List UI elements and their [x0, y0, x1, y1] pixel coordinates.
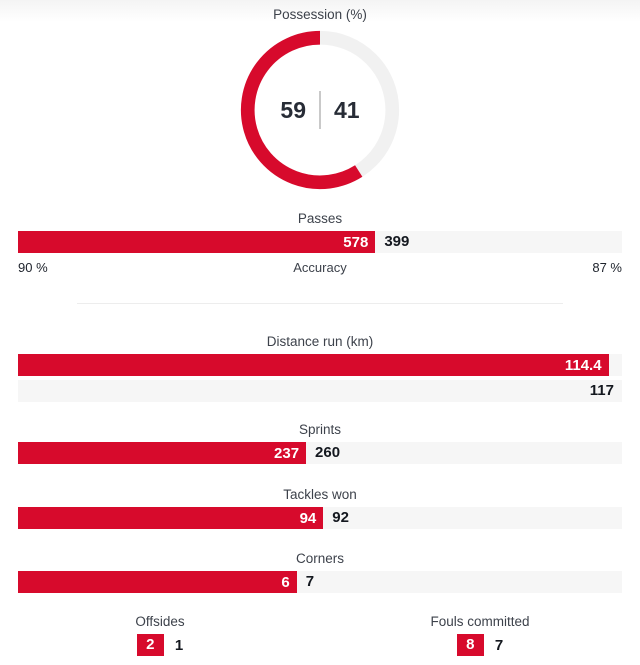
possession-away-value: 41	[334, 96, 360, 123]
offsides-stat: Offsides 2 1	[0, 615, 320, 656]
possession-value-divider	[319, 91, 321, 129]
sprints-away-value: 260	[315, 444, 341, 461]
possession-donut-chart: 59 41	[236, 27, 404, 193]
offsides-values: 2 1	[0, 634, 320, 656]
bottom-stats-row: Offsides 2 1 Fouls committed 8 7	[0, 615, 640, 656]
distance-home-value: 114.4	[564, 356, 602, 374]
distance-home-bar: 114.4	[18, 354, 609, 376]
tackles-home-bar: 94	[18, 507, 324, 529]
corners-home-value: 6	[281, 573, 290, 591]
sprints-title: Sprints	[298, 422, 342, 437]
sprints-bar: 237 260	[18, 442, 622, 464]
distance-title: Distance run (km)	[266, 334, 374, 349]
corners-bar: 6 7	[18, 571, 622, 593]
distance-away-value: 117	[589, 382, 614, 399]
passes-away-value: 399	[384, 233, 410, 250]
distance-section: Distance run (km) 114.4 117	[0, 335, 640, 402]
corners-away-value: 7	[305, 573, 315, 590]
section-divider	[77, 303, 563, 304]
possession-home-value: 59	[280, 96, 306, 123]
fouls-home-value: 8	[456, 634, 484, 656]
fouls-values: 8 7	[320, 634, 640, 656]
tackles-section: Tackles won 94 92	[0, 488, 640, 529]
tackles-away-value: 92	[332, 509, 349, 526]
passes-section: Passes 578 399 90 % Accuracy 87 %	[0, 212, 640, 304]
sprints-home-bar: 237	[18, 442, 307, 464]
tackles-home-value: 94	[299, 509, 317, 527]
offsides-home-value: 2	[136, 634, 164, 656]
fouls-away-value: 7	[494, 636, 504, 654]
passes-accuracy-label: Accuracy	[293, 260, 347, 275]
passes-title: Passes	[297, 211, 343, 226]
donut-home-arc	[240, 30, 363, 190]
passes-away-accuracy: 87 %	[592, 260, 622, 275]
fouls-title: Fouls committed	[430, 614, 530, 629]
passes-home-bar: 578	[18, 231, 376, 253]
distance-away-bar: 117	[18, 380, 622, 402]
passes-bar: 578 399	[18, 231, 622, 253]
corners-section: Corners 6 7	[0, 552, 640, 593]
corners-title: Corners	[295, 551, 344, 566]
distance-home-bar-track: 114.4	[18, 354, 622, 376]
possession-title: Possession (%)	[273, 7, 367, 22]
offsides-away-value: 1	[174, 636, 184, 654]
passes-home-value: 578	[343, 233, 369, 251]
possession-donut-svg	[240, 30, 400, 190]
possession-section: Possession (%) 59 41	[0, 8, 640, 193]
passes-accuracy-row: 90 % Accuracy 87 %	[18, 260, 622, 275]
tackles-title: Tackles won	[283, 487, 357, 502]
fouls-stat: Fouls committed 8 7	[320, 615, 640, 656]
sprints-home-value: 237	[274, 444, 300, 462]
tackles-bar: 94 92	[18, 507, 622, 529]
corners-home-bar: 6	[18, 571, 297, 593]
sprints-section: Sprints 237 260	[0, 423, 640, 464]
offsides-title: Offsides	[135, 614, 185, 629]
possession-values: 59 41	[236, 27, 404, 193]
passes-home-accuracy: 90 %	[18, 260, 48, 275]
